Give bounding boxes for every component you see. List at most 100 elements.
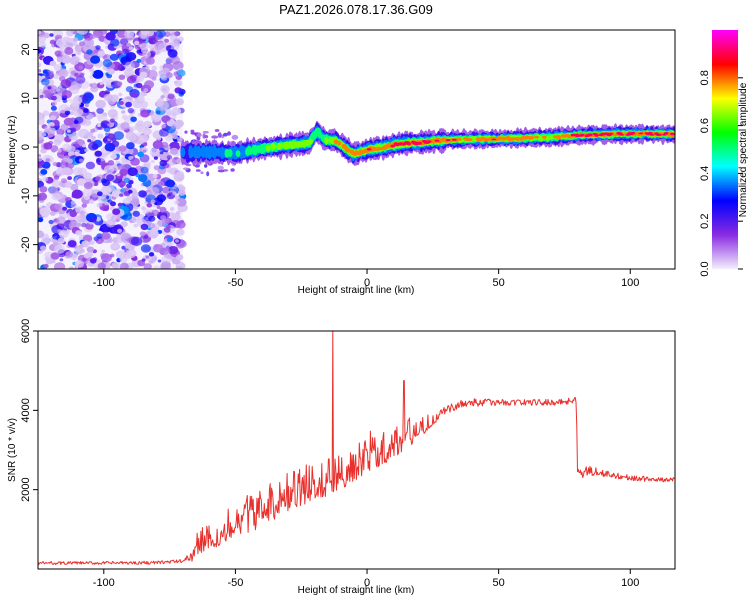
- noise-blob: [107, 109, 118, 118]
- noise-blob: [223, 132, 228, 137]
- snr-x-tick-label: -100: [93, 577, 115, 589]
- noise-blob: [88, 142, 99, 151]
- ridge-blob: [390, 144, 396, 148]
- noise-blob: [109, 118, 115, 123]
- noise-blob: [81, 223, 86, 228]
- noise-blob: [129, 74, 138, 82]
- noise-blob: [43, 263, 49, 269]
- noise-blob: [74, 50, 80, 55]
- noise-blob: [137, 120, 143, 125]
- noise-blob: [177, 184, 184, 190]
- noise-blob: [151, 209, 160, 217]
- noise-blob: [60, 79, 72, 89]
- noise-blob: [168, 169, 173, 173]
- noise-blob: [67, 39, 73, 43]
- spectrogram-content: [38, 30, 675, 269]
- noise-blob: [140, 42, 149, 51]
- spectrogram-x-tick-label: 50: [493, 277, 505, 289]
- ridge-blob: [515, 136, 520, 141]
- noise-blob: [61, 90, 72, 99]
- noise-blob: [125, 52, 137, 61]
- spectrogram-ridge: [180, 120, 675, 167]
- noise-blob: [64, 41, 74, 49]
- noise-blob: [140, 30, 150, 36]
- noise-blob: [138, 174, 148, 183]
- noise-blob: [92, 69, 104, 79]
- noise-blob: [54, 203, 62, 210]
- noise-blob: [120, 50, 126, 55]
- noise-blob: [117, 228, 123, 233]
- noise-blob: [102, 59, 113, 68]
- noise-blob: [173, 200, 180, 205]
- noise-blob: [167, 93, 175, 100]
- noise-blob: [51, 259, 56, 264]
- noise-blob: [174, 80, 183, 87]
- noise-blob: [68, 98, 73, 103]
- snr-y-tick-label: 6000: [20, 319, 32, 343]
- noise-blob: [206, 171, 210, 177]
- noise-blob: [75, 206, 86, 216]
- noise-blob: [38, 30, 42, 35]
- noise-blob: [86, 246, 95, 253]
- noise-blob: [211, 135, 219, 139]
- noise-blob: [200, 171, 204, 174]
- noise-blob: [62, 167, 72, 176]
- noise-blob: [175, 210, 181, 215]
- noise-blob: [85, 120, 91, 125]
- noise-blob: [147, 229, 159, 239]
- noise-blob: [38, 35, 47, 43]
- noise-blob: [174, 87, 183, 94]
- noise-blob: [91, 111, 96, 115]
- noise-blob: [178, 189, 186, 196]
- noise-blob: [151, 65, 158, 71]
- noise-blob: [150, 222, 160, 231]
- noise-blob: [83, 253, 90, 259]
- ridge-blob: [235, 150, 241, 158]
- noise-blob: [217, 165, 224, 171]
- noise-blob: [156, 101, 164, 108]
- ridge-blob: [336, 141, 342, 146]
- noise-blob: [70, 203, 77, 209]
- noise-blob: [103, 93, 113, 102]
- noise-blob: [72, 37, 79, 42]
- noise-blob: [149, 147, 160, 157]
- noise-blob: [146, 231, 151, 235]
- noise-blob: [175, 239, 179, 243]
- noise-blob: [126, 142, 135, 150]
- noise-blob: [41, 132, 47, 137]
- noise-blob: [53, 64, 62, 71]
- noise-blob: [44, 125, 52, 132]
- noise-blob: [39, 94, 44, 99]
- noise-blob: [74, 116, 84, 124]
- spectrogram-x-ticks: -100 -50 0 50 100: [93, 269, 639, 289]
- noise-blob: [140, 166, 149, 174]
- noise-blob: [49, 33, 54, 37]
- ridge-blob: [265, 144, 271, 152]
- noise-blob: [143, 235, 148, 239]
- noise-blob: [42, 110, 50, 116]
- noise-blob: [95, 237, 104, 245]
- noise-blob: [90, 71, 94, 75]
- ridge-blob: [534, 135, 539, 139]
- noise-blob: [73, 108, 84, 117]
- noise-blob: [167, 158, 177, 166]
- noise-blob: [128, 134, 137, 142]
- noise-blob: [159, 206, 167, 213]
- noise-blob: [111, 190, 121, 198]
- noise-blob: [74, 260, 85, 268]
- noise-blob: [79, 41, 85, 47]
- noise-blob: [113, 188, 119, 193]
- ridge-blob: [426, 140, 432, 143]
- noise-blob: [165, 135, 173, 142]
- noise-blob: [58, 229, 69, 239]
- noise-blob: [53, 73, 60, 80]
- colorbar-tick-label: 0.8: [699, 70, 711, 85]
- noise-blob: [152, 174, 158, 179]
- noise-blob: [40, 169, 48, 175]
- noise-blob: [70, 127, 77, 133]
- noise-blob: [168, 30, 174, 34]
- noise-blob: [96, 191, 103, 197]
- noise-blob: [89, 258, 97, 264]
- noise-blob: [91, 82, 98, 87]
- colorbar: 0.0 0.2 0.4 0.6 0.8 Normalized spectral ampl…: [699, 30, 749, 277]
